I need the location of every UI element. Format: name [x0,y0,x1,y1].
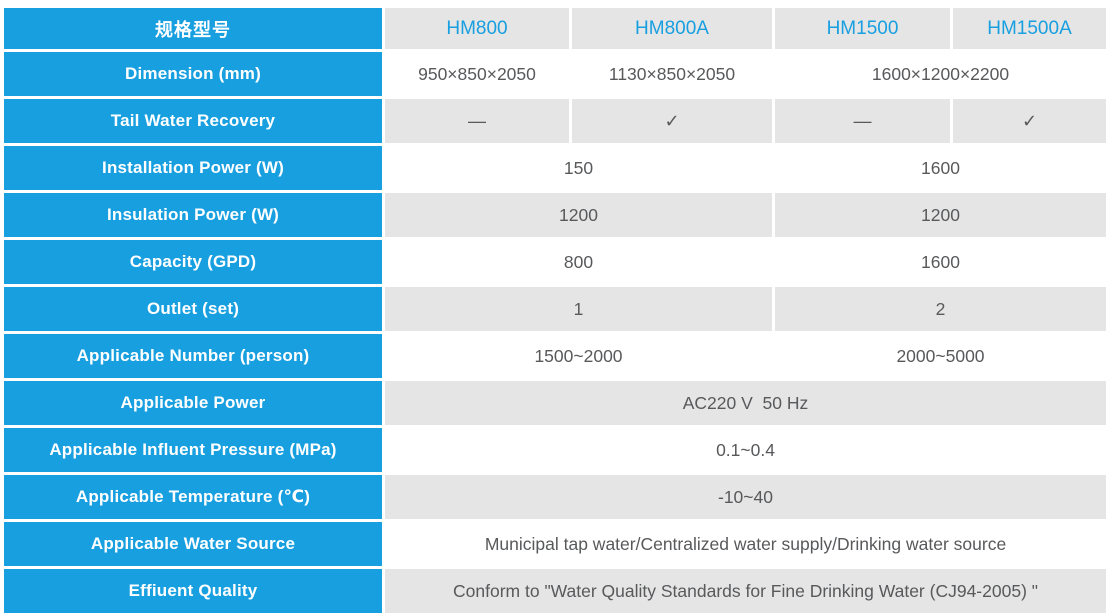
row-installation-power: Installation Power (W) 150 1600 [4,146,1106,190]
row-applicable-temperature: Applicable Temperature (℃) -10~40 [4,475,1106,519]
row-applicable-number: Applicable Number (person) 1500~2000 200… [4,334,1106,378]
capacity-1500-series: 1600 [775,240,1106,284]
row-label-tail-water-recovery: Tail Water Recovery [4,99,382,143]
row-capacity: Capacity (GPD) 800 1600 [4,240,1106,284]
applicable-power-value: AC220 V 50 Hz [385,381,1106,425]
applicable-water-source-value: Municipal tap water/Centralized water su… [385,522,1106,566]
row-tail-water-recovery: Tail Water Recovery — ✓ — ✓ [4,99,1106,143]
model-header-hm1500: HM1500 [775,8,950,49]
insulation-power-1500-series: 1200 [775,193,1106,237]
header-label-model-spec: 规格型号 [4,8,382,49]
row-label-capacity: Capacity (GPD) [4,240,382,284]
row-label-outlet: Outlet (set) [4,287,382,331]
installation-power-1500-series: 1600 [775,146,1106,190]
applicable-number-800-series: 1500~2000 [385,334,772,378]
tail-water-hm800a: ✓ [572,99,772,143]
applicable-number-1500-series: 2000~5000 [775,334,1106,378]
row-label-dimension: Dimension (mm) [4,52,382,96]
model-header-hm800a: HM800A [572,8,772,49]
model-header-hm1500a: HM1500A [953,8,1106,49]
effluent-quality-value: Conform to "Water Quality Standards for … [385,569,1106,613]
row-outlet: Outlet (set) 1 2 [4,287,1106,331]
tail-water-hm1500: — [775,99,950,143]
row-applicable-influent-pressure: Applicable Influent Pressure (MPa) 0.1~0… [4,428,1106,472]
dimension-hm800: 950×850×2050 [385,52,569,96]
row-label-applicable-number: Applicable Number (person) [4,334,382,378]
outlet-800-series: 1 [385,287,772,331]
row-label-effluent-quality: Effiuent Quality [4,569,382,613]
row-label-applicable-power: Applicable Power [4,381,382,425]
row-insulation-power: Insulation Power (W) 1200 1200 [4,193,1106,237]
row-label-applicable-temperature: Applicable Temperature (℃) [4,475,382,519]
specification-table: 规格型号 HM800 HM800A HM1500 HM1500A Dimensi… [1,5,1109,616]
row-label-applicable-water-source: Applicable Water Source [4,522,382,566]
dimension-hm1500-hm1500a: 1600×1200×2200 [775,52,1106,96]
insulation-power-800-series: 1200 [385,193,772,237]
applicable-temperature-value: -10~40 [385,475,1106,519]
row-dimension: Dimension (mm) 950×850×2050 1130×850×205… [4,52,1106,96]
outlet-1500-series: 2 [775,287,1106,331]
row-effluent-quality: Effiuent Quality Conform to "Water Quali… [4,569,1106,613]
tail-water-hm800: — [385,99,569,143]
row-applicable-water-source: Applicable Water Source Municipal tap wa… [4,522,1106,566]
table-header-row: 规格型号 HM800 HM800A HM1500 HM1500A [4,8,1106,49]
row-applicable-power: Applicable Power AC220 V 50 Hz [4,381,1106,425]
capacity-800-series: 800 [385,240,772,284]
row-label-applicable-influent-pressure: Applicable Influent Pressure (MPa) [4,428,382,472]
model-header-hm800: HM800 [385,8,569,49]
row-label-insulation-power: Insulation Power (W) [4,193,382,237]
row-label-installation-power: Installation Power (W) [4,146,382,190]
dimension-hm800a: 1130×850×2050 [572,52,772,96]
installation-power-800-series: 150 [385,146,772,190]
applicable-influent-pressure-value: 0.1~0.4 [385,428,1106,472]
tail-water-hm1500a: ✓ [953,99,1106,143]
